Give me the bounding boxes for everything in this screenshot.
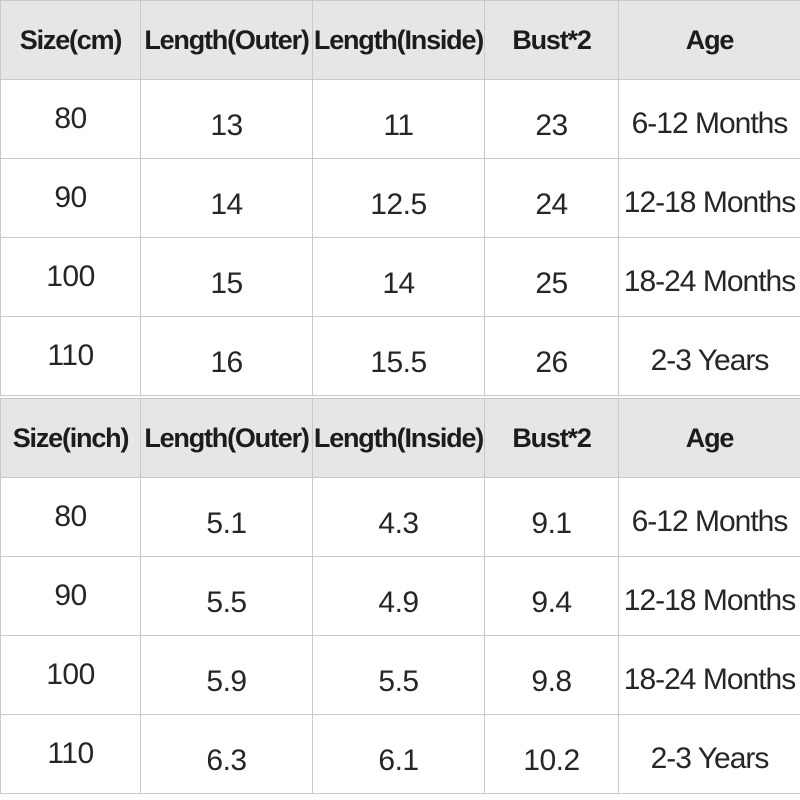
age-cell: 12-18 Months (618, 556, 800, 636)
header-length-outer: Length(Outer) (140, 0, 313, 80)
table-row: 90 5.5 4.9 9.4 12-18 Months (0, 556, 800, 636)
bust-cell: 26 (484, 316, 619, 396)
table-row: 110 6.3 6.1 10.2 2-3 Years (0, 714, 800, 794)
age-cell: 12-18 Months (618, 158, 800, 238)
length-inside-cell: 4.3 (312, 477, 485, 557)
length-outer-cell: 5.1 (140, 477, 313, 557)
age-cell: 6-12 Months (618, 477, 800, 557)
length-outer-cell: 14 (140, 158, 313, 238)
length-inside-cell: 11 (312, 79, 485, 159)
length-inside-cell: 14 (312, 237, 485, 317)
length-outer-cell: 5.5 (140, 556, 313, 636)
table-row: 100 15 14 25 18-24 Months (0, 237, 800, 317)
length-inside-cell: 5.5 (312, 635, 485, 715)
table-row: 80 13 11 23 6-12 Months (0, 79, 800, 159)
length-outer-cell: 15 (140, 237, 313, 317)
header-size: Size(inch) (0, 398, 141, 478)
size-cell: 110 (0, 316, 141, 396)
length-outer-cell: 16 (140, 316, 313, 396)
header-length-outer: Length(Outer) (140, 398, 313, 478)
size-cell: 80 (0, 477, 141, 557)
header-age: Age (618, 0, 800, 80)
bust-cell: 10.2 (484, 714, 619, 794)
length-outer-cell: 6.3 (140, 714, 313, 794)
length-inside-cell: 4.9 (312, 556, 485, 636)
length-inside-cell: 15.5 (312, 316, 485, 396)
size-cell: 100 (0, 237, 141, 317)
bust-cell: 23 (484, 79, 619, 159)
size-table-inch: Size(inch) Length(Outer) Length(Inside) … (0, 398, 800, 794)
size-table-cm: Size(cm) Length(Outer) Length(Inside) Bu… (0, 0, 800, 396)
age-cell: 18-24 Months (618, 635, 800, 715)
size-cell: 90 (0, 556, 141, 636)
bust-cell: 9.8 (484, 635, 619, 715)
header-length-inside: Length(Inside) (312, 0, 485, 80)
table-row: 100 5.9 5.5 9.8 18-24 Months (0, 635, 800, 715)
table-row: 90 14 12.5 24 12-18 Months (0, 158, 800, 238)
length-outer-cell: 5.9 (140, 635, 313, 715)
size-cell: 80 (0, 79, 141, 159)
header-size: Size(cm) (0, 0, 141, 80)
age-cell: 2-3 Years (618, 714, 800, 794)
header-row: Size(inch) Length(Outer) Length(Inside) … (0, 398, 800, 478)
bust-cell: 25 (484, 237, 619, 317)
table-row: 110 16 15.5 26 2-3 Years (0, 316, 800, 396)
size-cell: 90 (0, 158, 141, 238)
bust-cell: 9.4 (484, 556, 619, 636)
length-inside-cell: 12.5 (312, 158, 485, 238)
bust-cell: 9.1 (484, 477, 619, 557)
size-cell: 110 (0, 714, 141, 794)
header-bust: Bust*2 (484, 398, 619, 478)
header-age: Age (618, 398, 800, 478)
header-length-inside: Length(Inside) (312, 398, 485, 478)
age-cell: 6-12 Months (618, 79, 800, 159)
age-cell: 18-24 Months (618, 237, 800, 317)
length-outer-cell: 13 (140, 79, 313, 159)
size-cell: 100 (0, 635, 141, 715)
header-row: Size(cm) Length(Outer) Length(Inside) Bu… (0, 0, 800, 80)
header-bust: Bust*2 (484, 0, 619, 80)
length-inside-cell: 6.1 (312, 714, 485, 794)
table-row: 80 5.1 4.3 9.1 6-12 Months (0, 477, 800, 557)
age-cell: 2-3 Years (618, 316, 800, 396)
bust-cell: 24 (484, 158, 619, 238)
